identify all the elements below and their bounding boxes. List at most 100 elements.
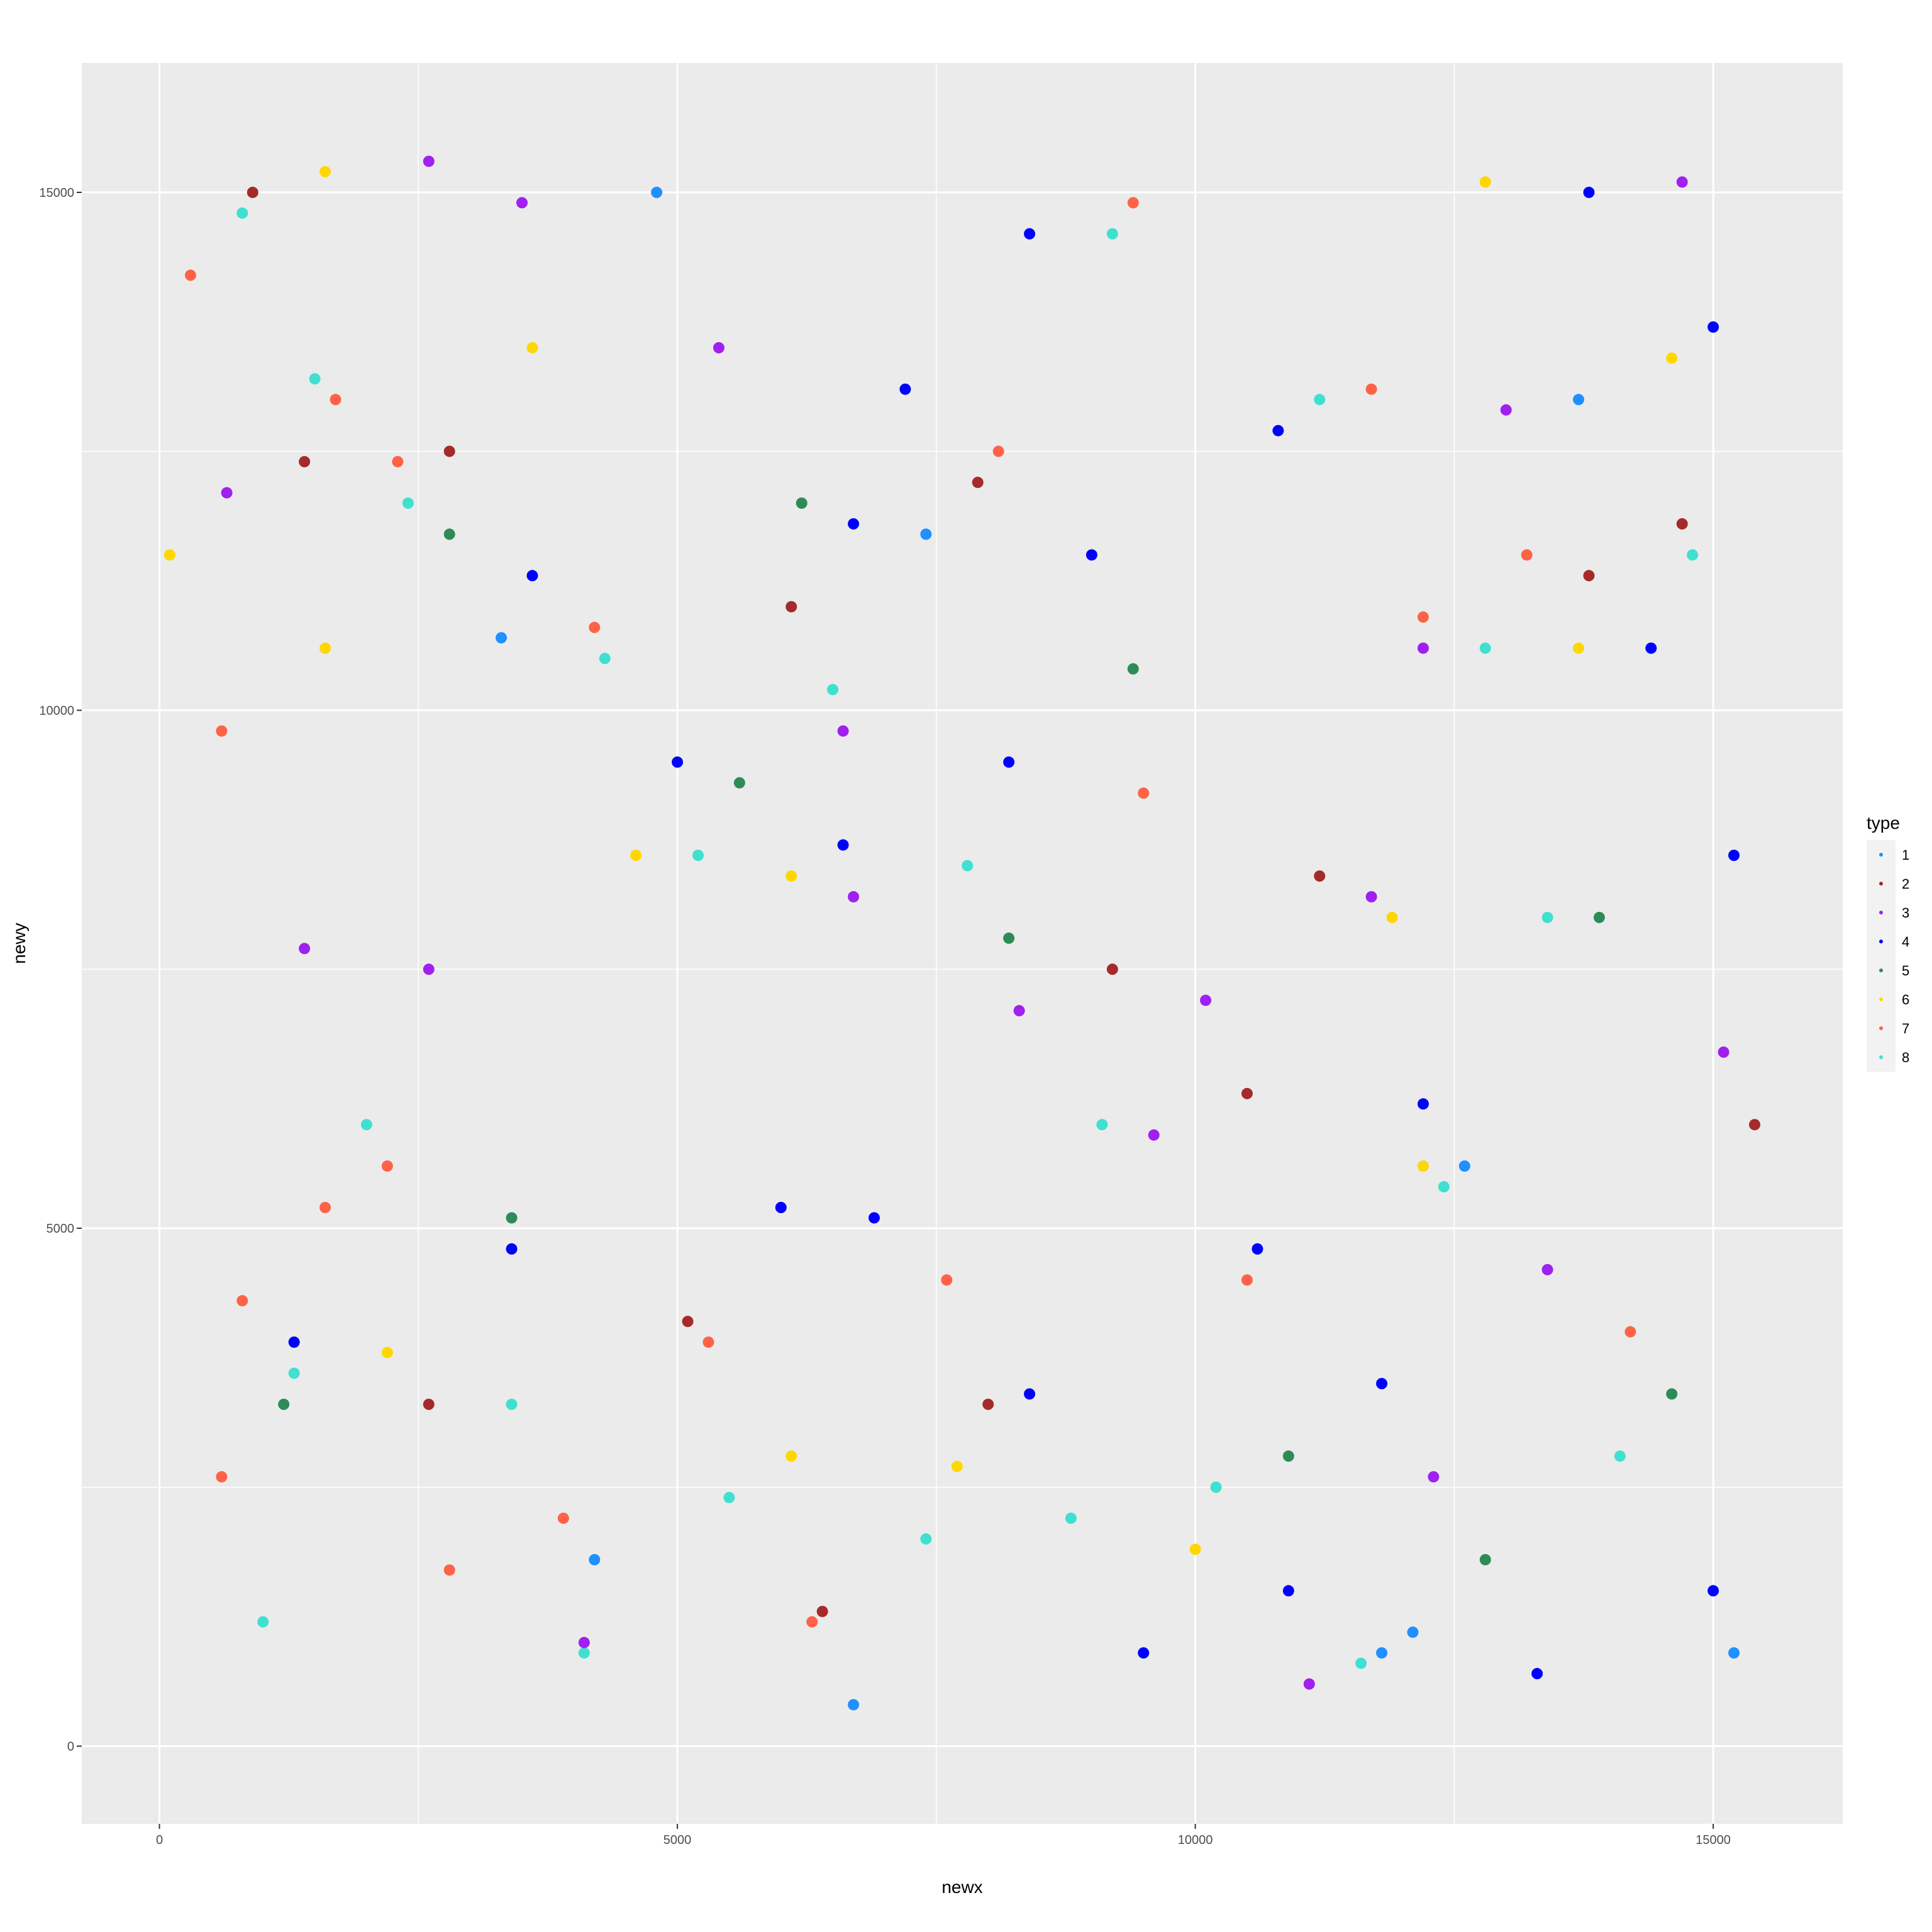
data-point-type-8 [1096, 1119, 1108, 1131]
legend-key-6 [1879, 997, 1883, 1001]
y-tick-label: 10000 [39, 704, 74, 718]
data-point-type-7 [992, 445, 1004, 457]
data-point-type-5 [1282, 1450, 1294, 1462]
data-points [164, 155, 1760, 1711]
data-point-type-6 [1417, 1160, 1429, 1172]
legend-label-1: 1 [1902, 847, 1909, 863]
data-point-type-4 [1645, 642, 1657, 654]
y-tick-label: 5000 [47, 1222, 75, 1236]
data-point-type-8 [1479, 642, 1491, 654]
data-point-type-8 [1541, 911, 1553, 923]
data-point-type-8 [309, 373, 321, 385]
data-point-type-3 [1500, 404, 1512, 416]
data-point-type-7 [216, 725, 228, 737]
y-axis-title: newy [9, 923, 29, 963]
data-point-type-6 [381, 1346, 393, 1358]
data-point-type-3 [1541, 1263, 1553, 1275]
axes: 0 5000 10000 15000 0 5000 10000 15000 [39, 186, 1731, 1847]
legend-key-5 [1879, 969, 1883, 972]
data-point-type-4 [1138, 1647, 1150, 1659]
x-tick-label: 10000 [1178, 1833, 1213, 1847]
data-point-type-6 [319, 165, 331, 177]
data-point-type-7 [330, 394, 341, 406]
data-point-type-6 [1189, 1543, 1201, 1555]
legend-key-7 [1879, 1026, 1883, 1030]
data-point-type-2 [1749, 1119, 1760, 1131]
data-point-type-2 [786, 601, 797, 613]
data-point-type-4 [288, 1336, 300, 1348]
data-point-type-7 [1138, 787, 1150, 799]
legend: type 1 2 3 4 5 6 7 8 [1867, 813, 1909, 1072]
data-point-type-8 [962, 860, 974, 872]
data-point-type-8 [1210, 1481, 1222, 1493]
data-point-type-8 [827, 684, 839, 696]
data-point-type-3 [1428, 1471, 1440, 1483]
legend-label-6: 6 [1902, 992, 1909, 1008]
data-point-type-8 [692, 850, 704, 861]
data-point-type-7 [1624, 1326, 1636, 1338]
data-point-type-4 [506, 1243, 518, 1255]
data-point-type-8 [1438, 1181, 1450, 1193]
data-point-type-7 [589, 621, 601, 633]
data-point-type-5 [443, 528, 455, 540]
data-point-type-5 [1666, 1388, 1678, 1400]
data-point-type-7 [236, 1295, 248, 1307]
data-point-type-3 [1303, 1678, 1315, 1690]
data-point-type-2 [816, 1606, 828, 1618]
data-point-type-1 [1728, 1647, 1740, 1659]
legend-key-8 [1879, 1055, 1883, 1059]
data-point-type-1 [496, 632, 508, 644]
data-point-type-4 [869, 1212, 880, 1224]
data-point-type-8 [402, 497, 414, 509]
data-point-type-7 [184, 269, 196, 281]
data-point-type-8 [1687, 549, 1699, 561]
data-point-type-5 [1479, 1554, 1491, 1565]
data-point-type-3 [1676, 176, 1688, 188]
data-point-type-4 [837, 839, 849, 851]
data-point-type-4 [1417, 1098, 1429, 1110]
major-gridlines [82, 63, 1843, 1824]
data-point-type-8 [257, 1616, 269, 1628]
data-point-type-4 [1282, 1585, 1294, 1597]
minor-gridlines [82, 63, 1843, 1824]
x-tick-label: 5000 [663, 1833, 692, 1847]
data-point-type-7 [1521, 549, 1533, 561]
data-point-type-3 [1365, 891, 1377, 902]
data-point-type-3 [299, 943, 311, 955]
data-point-type-4 [1707, 321, 1719, 333]
data-point-type-8 [1355, 1657, 1367, 1669]
x-tick-label: 0 [156, 1833, 163, 1847]
data-point-type-4 [899, 383, 911, 395]
legend-key-3 [1879, 911, 1883, 914]
data-point-type-4 [1252, 1243, 1263, 1255]
legend-title: type [1867, 813, 1900, 833]
data-point-type-6 [319, 642, 331, 654]
data-point-type-8 [723, 1492, 735, 1504]
data-point-type-2 [1583, 570, 1595, 582]
data-point-type-4 [672, 756, 684, 768]
data-point-type-4 [1085, 549, 1097, 561]
legend-label-3: 3 [1902, 905, 1909, 921]
data-point-type-2 [1314, 870, 1326, 882]
data-point-type-6 [786, 1450, 797, 1462]
data-point-type-7 [1417, 611, 1429, 623]
legend-key-4 [1879, 940, 1883, 943]
data-point-type-8 [1614, 1450, 1626, 1462]
data-point-type-7 [381, 1160, 393, 1172]
legend-label-7: 7 [1902, 1021, 1909, 1036]
data-point-type-1 [1573, 394, 1584, 406]
data-point-type-2 [982, 1398, 994, 1410]
data-point-type-4 [775, 1202, 787, 1213]
data-point-type-1 [589, 1554, 601, 1565]
data-point-type-2 [299, 456, 311, 468]
data-point-type-6 [1573, 642, 1584, 654]
panel-background [82, 63, 1843, 1824]
data-point-type-6 [951, 1460, 963, 1472]
data-point-type-7 [941, 1274, 953, 1286]
data-point-type-6 [526, 341, 538, 353]
data-point-type-4 [1376, 1378, 1388, 1389]
data-point-type-4 [1531, 1668, 1543, 1680]
data-point-type-7 [806, 1616, 818, 1628]
data-point-type-8 [506, 1398, 518, 1410]
